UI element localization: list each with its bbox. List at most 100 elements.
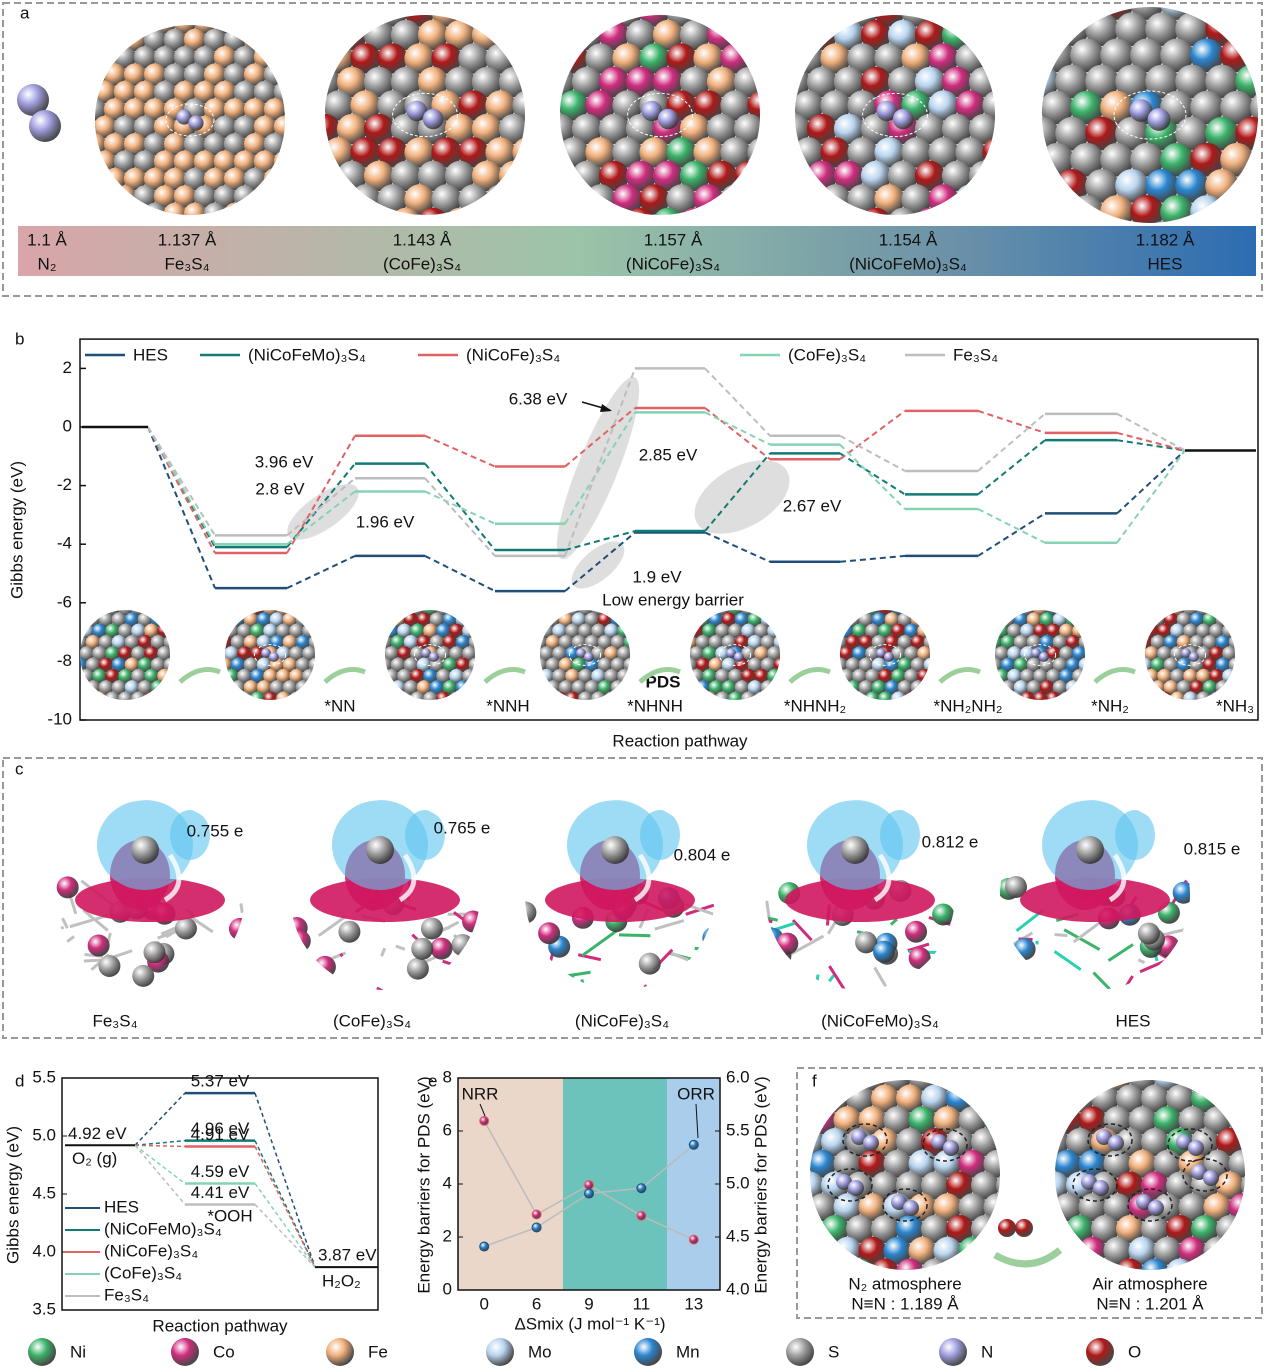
y2-tick-label: 6.0 — [726, 1067, 750, 1086]
connector — [254, 1092, 316, 1268]
adsorbate-ring — [1087, 1123, 1133, 1157]
connector — [564, 530, 636, 552]
connector — [977, 439, 1046, 496]
surface-model — [560, 15, 760, 215]
connector — [134, 1144, 186, 1205]
series-label: ORR — [677, 1084, 715, 1103]
charge-label: 0.815 e — [1184, 839, 1241, 858]
value-label: 3.87 eV — [318, 1246, 377, 1265]
caption: N≡N : 1.189 Å — [851, 1294, 959, 1313]
n-atom — [863, 1135, 879, 1151]
surface-model — [325, 15, 525, 215]
structure-label: *NN — [324, 696, 355, 715]
n-atom — [1188, 1140, 1204, 1156]
annotation: 2.85 eV — [639, 445, 698, 464]
y-tick-label: 4.0 — [32, 1241, 56, 1260]
point — [688, 1234, 699, 1245]
x-axis-label: ΔSmix (J mol⁻¹ K⁻¹) — [514, 1314, 665, 1333]
connector — [977, 413, 1046, 472]
surface-model — [95, 25, 285, 215]
legend-marker — [486, 1338, 514, 1366]
annotation: 1.96 eV — [356, 512, 415, 531]
adsorbate-ring — [1182, 1158, 1228, 1192]
annotation: 3.96 eV — [255, 452, 314, 471]
value-label: 4.59 eV — [191, 1162, 250, 1181]
legend-label: HES — [133, 345, 168, 364]
bond-bar — [18, 226, 1256, 276]
transfer-arrow — [1108, 853, 1127, 903]
legend-label: (CoFe)₃S₄ — [788, 345, 866, 364]
panel-a-box — [2, 2, 1263, 297]
n-atom — [1096, 1129, 1112, 1145]
structure-label: *NH₂ — [1091, 696, 1129, 715]
arrow-head — [600, 404, 612, 412]
value-label: 4.41 eV — [191, 1183, 250, 1202]
material-name: Fe₃S₄ — [164, 254, 209, 273]
connector — [839, 410, 906, 461]
n-atom — [851, 1129, 867, 1145]
connector — [977, 512, 1046, 557]
structure-label: *NNH — [486, 696, 529, 715]
y-tick-label: 5.5 — [32, 1067, 56, 1086]
legend-marker — [326, 1338, 354, 1366]
point — [584, 1180, 594, 1191]
material-name: (CoFe)₃S₄ — [383, 254, 461, 273]
surface-model — [1055, 1080, 1245, 1270]
step-arrow — [938, 667, 981, 684]
legend-label: S — [828, 1342, 839, 1361]
n-atom — [1136, 1194, 1152, 1210]
y-tick-label: -4 — [57, 534, 72, 553]
y2-tick-label: 4.5 — [726, 1226, 750, 1245]
y-axis-label: Gibbs energy (eV) — [7, 461, 26, 599]
connector — [286, 435, 356, 554]
surface-model — [225, 610, 315, 700]
step-arrow — [1093, 667, 1136, 684]
x-axis-label: Reaction pathway — [612, 731, 748, 750]
material-name: Fe₃S₄ — [92, 1011, 137, 1030]
material-name: HES — [1116, 1011, 1151, 1030]
highlight — [287, 484, 359, 540]
n-atom — [1093, 1180, 1109, 1196]
n-atom — [1191, 1164, 1207, 1180]
material-name: N₂ — [38, 254, 57, 273]
connector — [134, 1144, 186, 1148]
connector — [564, 407, 636, 468]
connector — [839, 554, 906, 563]
legend-label: Co — [213, 1342, 235, 1361]
y2-tick-label: 5.0 — [726, 1173, 750, 1192]
point — [531, 1209, 542, 1220]
connector — [564, 531, 636, 592]
charge-density-model — [1000, 800, 1190, 990]
material-name: (CoFe)₃S₄ — [333, 1011, 411, 1030]
y-tick-label: 2 — [63, 358, 72, 377]
step-arrow — [483, 667, 526, 684]
panel-label: b — [15, 329, 24, 348]
connector — [424, 477, 496, 557]
y-tick-label: 8 — [443, 1067, 452, 1086]
adsorbate-ring — [922, 1128, 968, 1162]
point — [636, 1183, 647, 1194]
legend-label: (NiCoFe)₃S₄ — [466, 345, 560, 364]
highlight — [571, 541, 625, 589]
legend-label: Fe₃S₄ — [104, 1285, 149, 1304]
y-tick-label: 3.5 — [32, 1299, 56, 1318]
bond-length: 1.143 Å — [393, 230, 452, 249]
y2-tick-label: 4.0 — [726, 1279, 750, 1298]
legend-label: (NiCoFeMo)₃S₄ — [104, 1219, 222, 1238]
y-tick-label: 6 — [443, 1120, 452, 1139]
connector — [1116, 449, 1186, 544]
connector — [839, 434, 906, 472]
connector — [134, 1139, 186, 1147]
material-name: (NiCoFeMo)₃S₄ — [849, 254, 967, 273]
legend-label: (CoFe)₃S₄ — [104, 1263, 182, 1282]
point — [584, 1188, 594, 1199]
adsorbate-ring — [827, 1168, 873, 1202]
value-label: 4.91 eV — [191, 1125, 250, 1144]
material-name: (NiCoFeMo)₃S₄ — [821, 1011, 939, 1030]
connector — [424, 462, 496, 551]
connector — [704, 411, 771, 446]
connector — [254, 1140, 316, 1268]
y-axis-label: Gibbs energy (eV) — [3, 1126, 22, 1264]
y-axis-label: Energy barriers for PDS (eV) — [414, 1076, 433, 1293]
